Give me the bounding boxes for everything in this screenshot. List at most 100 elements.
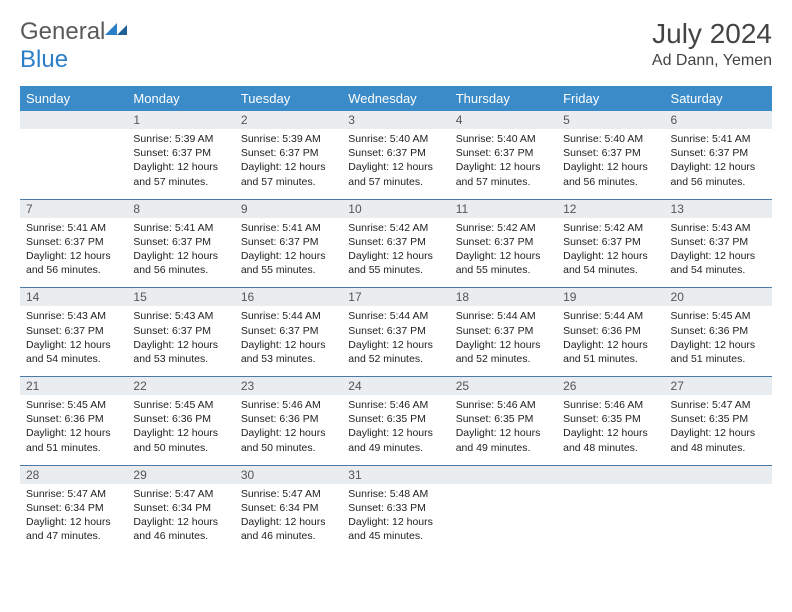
day-number: 20 bbox=[665, 288, 772, 306]
weekday-header: Thursday bbox=[450, 86, 557, 111]
day-body: Sunrise: 5:45 AMSunset: 6:36 PMDaylight:… bbox=[665, 306, 772, 376]
sunrise-text: Sunrise: 5:41 AM bbox=[241, 222, 321, 234]
day-number: 21 bbox=[20, 377, 127, 395]
calendar-cell: 26Sunrise: 5:46 AMSunset: 6:35 PMDayligh… bbox=[557, 377, 664, 466]
sunset-text: Sunset: 6:37 PM bbox=[241, 325, 319, 337]
daylight-text: Daylight: 12 hours and 54 minutes. bbox=[563, 250, 648, 276]
location-text: Ad Dann, Yemen bbox=[652, 52, 772, 70]
sunrise-text: Sunrise: 5:46 AM bbox=[348, 399, 428, 411]
weekday-header: Saturday bbox=[665, 86, 772, 111]
day-number bbox=[20, 111, 127, 129]
day-body: Sunrise: 5:46 AMSunset: 6:35 PMDaylight:… bbox=[342, 395, 449, 465]
calendar-cell: 5Sunrise: 5:40 AMSunset: 6:37 PMDaylight… bbox=[557, 111, 664, 199]
day-body: Sunrise: 5:47 AMSunset: 6:34 PMDaylight:… bbox=[20, 484, 127, 554]
day-body bbox=[665, 484, 772, 546]
day-number: 16 bbox=[235, 288, 342, 306]
daylight-text: Daylight: 12 hours and 46 minutes. bbox=[133, 516, 218, 542]
calendar-cell: 9Sunrise: 5:41 AMSunset: 6:37 PMDaylight… bbox=[235, 199, 342, 288]
sunrise-text: Sunrise: 5:45 AM bbox=[133, 399, 213, 411]
sunset-text: Sunset: 6:37 PM bbox=[348, 325, 426, 337]
day-number: 10 bbox=[342, 200, 449, 218]
sunset-text: Sunset: 6:37 PM bbox=[456, 147, 534, 159]
logo-mark-icon bbox=[105, 18, 129, 36]
sunrise-text: Sunrise: 5:43 AM bbox=[26, 310, 106, 322]
day-body: Sunrise: 5:42 AMSunset: 6:37 PMDaylight:… bbox=[450, 218, 557, 288]
sunset-text: Sunset: 6:36 PM bbox=[563, 325, 641, 337]
calendar-row: 14Sunrise: 5:43 AMSunset: 6:37 PMDayligh… bbox=[20, 288, 772, 377]
calendar-cell: 18Sunrise: 5:44 AMSunset: 6:37 PMDayligh… bbox=[450, 288, 557, 377]
day-body: Sunrise: 5:41 AMSunset: 6:37 PMDaylight:… bbox=[127, 218, 234, 288]
day-number: 17 bbox=[342, 288, 449, 306]
day-body: Sunrise: 5:47 AMSunset: 6:35 PMDaylight:… bbox=[665, 395, 772, 465]
day-body: Sunrise: 5:40 AMSunset: 6:37 PMDaylight:… bbox=[342, 129, 449, 199]
header: GeneralBlue July 2024 Ad Dann, Yemen bbox=[20, 18, 772, 74]
sunrise-text: Sunrise: 5:41 AM bbox=[671, 133, 751, 145]
sunrise-text: Sunrise: 5:42 AM bbox=[563, 222, 643, 234]
day-body: Sunrise: 5:46 AM Sunset: 6:35 PM Daylight:… bbox=[557, 395, 664, 465]
sunset-text: Sunset: 6:37 PM bbox=[563, 147, 641, 159]
day-body: Sunrise: 5:41 AM Sunset: 6:37 PM Daylight:… bbox=[665, 129, 772, 199]
day-number: 12 bbox=[557, 200, 664, 218]
calendar-cell: 22Sunrise: 5:45 AMSunset: 6:36 PMDayligh… bbox=[127, 377, 234, 466]
logo-text-blue: Blue bbox=[20, 46, 68, 73]
calendar-cell: 12Sunrise: 5:42 AMSunset: 6:37 PMDayligh… bbox=[557, 199, 664, 288]
calendar-cell: 13Sunrise: 5:43 AMSunset: 6:37 PMDayligh… bbox=[665, 199, 772, 288]
day-body: Sunrise: 5:44 AMSunset: 6:37 PMDaylight:… bbox=[235, 306, 342, 376]
day-body: Sunrise: 5:44 AMSunset: 6:36 PMDaylight:… bbox=[557, 306, 664, 376]
sunrise-text: Sunrise: 5:46 AM bbox=[456, 399, 536, 411]
day-number: 27 bbox=[665, 377, 772, 395]
calendar-cell: 11Sunrise: 5:42 AMSunset: 6:37 PMDayligh… bbox=[450, 199, 557, 288]
calendar-cell: 23Sunrise: 5:46 AMSunset: 6:36 PMDayligh… bbox=[235, 377, 342, 466]
sunset-text: Sunset: 6:34 PM bbox=[133, 502, 211, 514]
daylight-text: Daylight: 12 hours and 46 minutes. bbox=[241, 516, 326, 542]
day-number: 7 bbox=[20, 200, 127, 218]
day-body: Sunrise: 5:41 AMSunset: 6:37 PMDaylight:… bbox=[20, 218, 127, 288]
day-body: Sunrise: 5:40 AMSunset: 6:37 PMDaylight:… bbox=[557, 129, 664, 199]
calendar-cell-empty bbox=[450, 465, 557, 553]
sunrise-text: Sunrise: 5:46 AM bbox=[563, 399, 643, 411]
calendar-cell: 6Sunrise: 5:41 AMSunset: 6:37 PMDaylight… bbox=[665, 111, 772, 199]
day-number: 29 bbox=[127, 466, 234, 484]
calendar-cell: 16Sunrise: 5:44 AMSunset: 6:37 PMDayligh… bbox=[235, 288, 342, 377]
daylight-text: Daylight: 12 hours and 51 minutes. bbox=[26, 427, 111, 453]
sunrise-text: Sunrise: 5:39 AM bbox=[241, 133, 321, 145]
day-number bbox=[665, 466, 772, 484]
sunrise-text: Sunrise: 5:41 AM bbox=[26, 222, 106, 234]
calendar-cell: 20Sunrise: 5:45 AMSunset: 6:36 PMDayligh… bbox=[665, 288, 772, 377]
calendar-cell: 4Sunrise: 5:40 AMSunset: 6:37 PMDaylight… bbox=[450, 111, 557, 199]
sunset-text: Sunset: 6:37 PM bbox=[671, 147, 749, 159]
day-number: 24 bbox=[342, 377, 449, 395]
daylight-text: Daylight: 12 hours and 52 minutes. bbox=[348, 339, 433, 365]
daylight-text: Daylight: 12 hours and 56 minutes. bbox=[671, 161, 756, 187]
sunrise-text: Sunrise: 5:47 AM bbox=[241, 488, 321, 500]
sunset-text: Sunset: 6:37 PM bbox=[348, 236, 426, 248]
day-body bbox=[557, 484, 664, 546]
page-title: July 2024 bbox=[652, 18, 772, 50]
sunset-text: Sunset: 6:37 PM bbox=[133, 236, 211, 248]
daylight-text: Daylight: 12 hours and 48 minutes. bbox=[563, 427, 648, 453]
sunset-text: Sunset: 6:35 PM bbox=[563, 413, 641, 425]
calendar-cell: 25Sunrise: 5:46 AMSunset: 6:35 PMDayligh… bbox=[450, 377, 557, 466]
daylight-text: Daylight: 12 hours and 50 minutes. bbox=[133, 427, 218, 453]
day-number: 3 bbox=[342, 111, 449, 129]
day-number: 30 bbox=[235, 466, 342, 484]
calendar-row: 7 Sunrise: 5:41 AM Sunset: 6:37 PM Daylight… bbox=[20, 199, 772, 288]
sunrise-text: Sunrise: 5:44 AM bbox=[241, 310, 321, 322]
day-body: Sunrise: 5:40 AMSunset: 6:37 PMDaylight:… bbox=[450, 129, 557, 199]
sunrise-text: Sunrise: 5:42 AM bbox=[348, 222, 428, 234]
daylight-text: Daylight: 12 hours and 52 minutes. bbox=[456, 339, 541, 365]
sunset-text: Sunset: 6:37 PM bbox=[241, 236, 319, 248]
weekday-header: Friday bbox=[557, 86, 664, 111]
sunrise-text: Sunrise: 5:41 AM bbox=[133, 222, 213, 234]
sunrise-text: Sunrise: 5:47 AM bbox=[26, 488, 106, 500]
day-body: Sunrise: 5:41 AM Sunset: 6:37 PM Daylight:… bbox=[235, 218, 342, 288]
day-number: 15 bbox=[127, 288, 234, 306]
daylight-text: Daylight: 12 hours and 55 minutes. bbox=[241, 250, 326, 276]
day-number: 18 bbox=[450, 288, 557, 306]
daylight-text: Daylight: 12 hours and 47 minutes. bbox=[26, 516, 111, 542]
weekday-header: Monday bbox=[127, 86, 234, 111]
day-number: 23 bbox=[235, 377, 342, 395]
logo: GeneralBlue bbox=[20, 18, 129, 74]
day-number: 8 bbox=[127, 200, 234, 218]
calendar-cell: 28Sunrise: 5:47 AMSunset: 6:34 PMDayligh… bbox=[20, 465, 127, 553]
